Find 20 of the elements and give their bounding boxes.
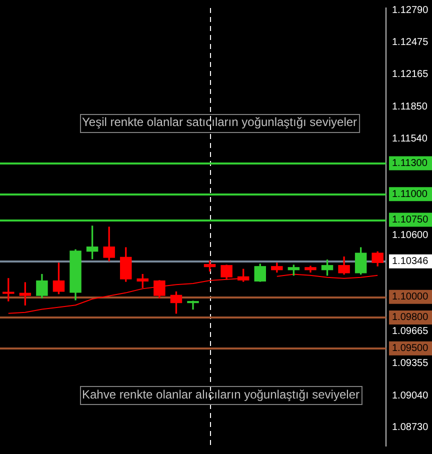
y-tick-label: 1.11850 — [392, 101, 428, 112]
ref-line-label: 1.09500 — [392, 343, 429, 354]
y-tick-label: 1.10600 — [392, 230, 429, 241]
y-tick-label: 1.09040 — [392, 390, 429, 402]
ref-line-label: 1.10000 — [392, 292, 429, 303]
y-tick-label: 1.08730 — [392, 422, 429, 434]
y-tick-label: 1.12475 — [392, 37, 429, 48]
annotation: Kahve renkte olanlar alıcıların yoğunlaştığı seviyeler — [82, 388, 360, 402]
y-tick-label: 1.09355 — [392, 358, 429, 369]
ref-line-label: 1.09800 — [392, 312, 429, 324]
annotation: Yeşil renkte olanlar satıcıların yoğunlaştığı seviyeler — [82, 115, 358, 130]
ref-line-label: 1.10750 — [392, 214, 429, 226]
ref-line-label: 1.11000 — [392, 188, 428, 200]
ref-line-label: 1.11300 — [392, 158, 428, 170]
candlestick — [187, 300, 199, 310]
ref-line-label: 1.10346 — [392, 256, 429, 268]
y-tick-label: 1.09665 — [392, 326, 429, 338]
y-tick-label: 1.11540 — [392, 133, 428, 144]
y-tick-label: 1.12165 — [392, 69, 429, 80]
y-tick-label: 1.12790 — [392, 4, 429, 16]
